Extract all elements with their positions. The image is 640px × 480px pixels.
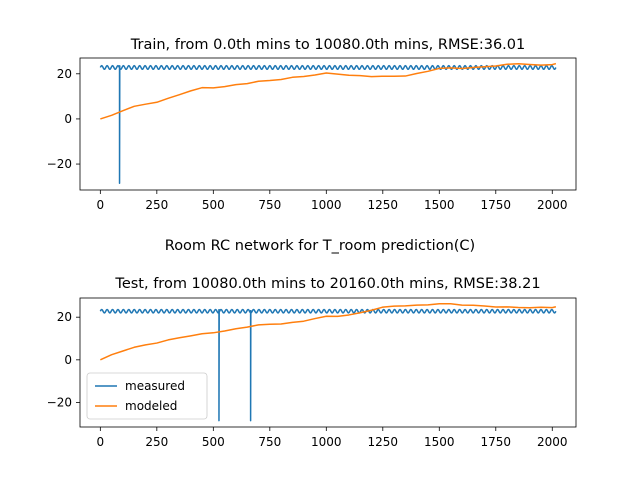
x-tick-label: 2000 [537, 198, 568, 212]
axes-frame [79, 297, 577, 428]
subplot-2: Test, from 10080.0th mins to 20160.0th m… [47, 276, 577, 449]
x-tick-label: 1500 [424, 198, 455, 212]
x-tick-label: 0 [97, 435, 105, 449]
subplot-title: Test, from 10080.0th mins to 20160.0th m… [114, 276, 540, 292]
legend: measured modeled [86, 372, 208, 420]
x-tick-label: 250 [145, 198, 168, 212]
axes-frame [79, 57, 577, 191]
legend-label-modeled: modeled [125, 399, 177, 413]
x-tick-label: 500 [202, 435, 225, 449]
x-tick-label: 1250 [368, 435, 399, 449]
legend-box [86, 372, 208, 420]
x-tick-label: 1500 [424, 435, 455, 449]
x-tick-label: 1250 [368, 198, 399, 212]
x-tick-label: 500 [202, 198, 225, 212]
x-tick-label: 2000 [537, 435, 568, 449]
subplot-1: Train, from 0.0th mins to 10080.0th mins… [47, 37, 577, 212]
figure-suptitle: Room RC network for T_room prediction(C) [165, 238, 475, 254]
x-tick-label: 1000 [311, 435, 342, 449]
x-tick-label: 1750 [481, 198, 512, 212]
y-tick-label: −20 [47, 395, 72, 409]
series-line-measured [99, 308, 557, 422]
y-tick-label: 0 [64, 112, 72, 126]
x-tick-label: 250 [145, 435, 168, 449]
x-tick-label: 1000 [311, 198, 342, 212]
x-tick-label: 750 [258, 435, 281, 449]
legend-label-measured: measured [125, 379, 185, 393]
series-line-modeled [100, 62, 557, 120]
y-tick-label: 0 [64, 353, 72, 367]
x-tick-label: 750 [258, 198, 281, 212]
series-line-modeled [100, 302, 557, 361]
y-tick-label: −20 [47, 157, 72, 171]
x-tick-label: 0 [97, 198, 105, 212]
x-tick-label: 1750 [481, 435, 512, 449]
y-tick-label: 20 [57, 67, 72, 81]
y-tick-label: 20 [57, 310, 72, 324]
series-line-measured [99, 64, 557, 184]
subplot-title: Train, from 0.0th mins to 10080.0th mins… [130, 37, 526, 53]
